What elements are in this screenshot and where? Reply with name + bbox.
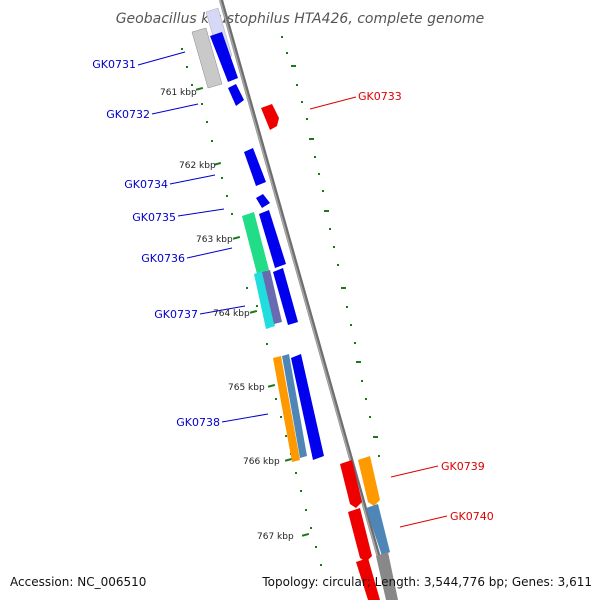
- tick-label: 764 kbp: [213, 309, 250, 319]
- accession-text: Accession: NC_006510: [10, 575, 146, 589]
- genome-backbone: [219, 0, 393, 600]
- gene-feature[interactable]: [348, 508, 372, 562]
- tick-label: 767 kbp: [257, 532, 294, 542]
- forward-gene-labels: GK0731 GK0732 GK0734 GK0735 GK0736 GK073…: [92, 58, 220, 429]
- gene-feature[interactable]: [259, 210, 286, 268]
- gene-feature[interactable]: [262, 270, 282, 324]
- forward-strand-guide: [181, 48, 322, 566]
- gene-feature[interactable]: [291, 354, 324, 460]
- gene-label[interactable]: GK0735: [132, 211, 176, 224]
- gene-feature[interactable]: [256, 194, 270, 208]
- tick-label: 765 kbp: [228, 383, 265, 393]
- topology-text: Topology: circular; Length: 3,544,776 bp…: [261, 575, 592, 589]
- gene-feature[interactable]: [356, 558, 380, 600]
- reverse-strand-guide: [281, 36, 380, 457]
- gene-label[interactable]: GK0733: [358, 90, 402, 103]
- tick-label: 766 kbp: [243, 457, 280, 467]
- tick-label: 762 kbp: [179, 161, 216, 171]
- gene-label[interactable]: GK0731: [92, 58, 136, 71]
- tick-label: 763 kbp: [196, 235, 233, 245]
- gene-feature[interactable]: [210, 32, 238, 82]
- gene-feature[interactable]: [273, 356, 300, 462]
- tick-labels: 761 kbp 762 kbp 763 kbp 764 kbp 765 kbp …: [160, 88, 294, 542]
- gene-feature[interactable]: [366, 504, 390, 556]
- gene-feature[interactable]: [254, 271, 275, 329]
- tick-label: 761 kbp: [160, 88, 197, 98]
- reverse-genes: [261, 104, 398, 600]
- forward-genes: [191, 7, 324, 462]
- gene-label[interactable]: GK0737: [154, 308, 198, 321]
- gene-label[interactable]: GK0738: [176, 416, 220, 429]
- reverse-gene-labels: GK0733 GK0739 GK0740: [358, 90, 494, 523]
- gene-feature[interactable]: [358, 456, 380, 506]
- gene-feature[interactable]: [273, 268, 298, 325]
- gene-label[interactable]: GK0739: [441, 460, 485, 473]
- gene-label[interactable]: GK0736: [141, 252, 185, 265]
- gene-feature[interactable]: [340, 460, 362, 508]
- gene-feature[interactable]: [242, 212, 269, 274]
- gene-feature[interactable]: [376, 552, 398, 600]
- gene-feature[interactable]: [261, 104, 279, 130]
- gene-feature[interactable]: [228, 84, 244, 106]
- tick-marks: [195, 86, 310, 537]
- gene-feature[interactable]: [244, 148, 266, 186]
- gene-feature[interactable]: [282, 354, 307, 458]
- gene-label[interactable]: GK0732: [106, 108, 150, 121]
- label-leaders: [137, 51, 448, 528]
- map-title: Geobacillus kaustophilus HTA426, complet…: [116, 11, 485, 27]
- gene-label[interactable]: GK0734: [124, 178, 168, 191]
- gene-label[interactable]: GK0740: [450, 510, 494, 523]
- gene-feature[interactable]: [191, 27, 223, 89]
